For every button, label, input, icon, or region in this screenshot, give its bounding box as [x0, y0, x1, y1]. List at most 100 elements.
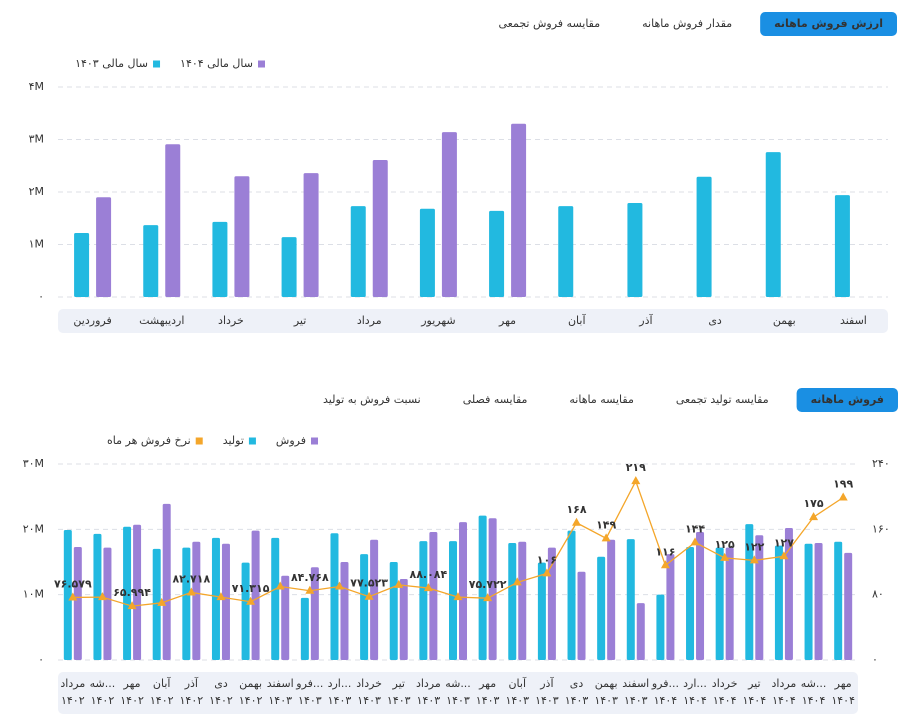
y2-tick-label: ۰: [872, 653, 878, 666]
bar: [508, 543, 517, 660]
tab-label[interactable]: نسبت فروش به تولید: [323, 393, 421, 406]
x-tick-label: ۱۴۰۲: [209, 694, 233, 707]
tab-label[interactable]: مقایسه تولید تجمعی: [676, 393, 769, 406]
line-marker: [660, 560, 670, 569]
bar: [745, 524, 754, 660]
line-marker: [512, 577, 522, 586]
x-tick-label: آبان: [153, 676, 171, 690]
bar: [844, 552, 853, 660]
bar: [303, 173, 319, 297]
tab-label[interactable]: مقدار فروش ماهانه: [642, 17, 732, 30]
bar: [488, 518, 497, 660]
x-tick-label: آبان: [568, 313, 586, 327]
line-marker: [749, 555, 759, 564]
line-marker: [246, 596, 256, 605]
x-tick-label: شه...: [801, 677, 827, 690]
x-tick-label: ۱۴۰۳: [268, 694, 292, 707]
line-marker: [690, 537, 700, 546]
y-tick-label: ۴M: [29, 80, 44, 93]
bar: [686, 546, 695, 660]
data-label: ۱۴۹: [596, 518, 616, 531]
category-strip: [58, 309, 888, 333]
legend-label: سال مالی ۱۴۰۳: [75, 57, 148, 70]
x-tick-label: خرداد: [712, 677, 738, 690]
line-marker: [720, 552, 730, 561]
bar: [626, 539, 635, 660]
bar: [489, 210, 505, 297]
line-marker: [216, 592, 226, 601]
bar: [96, 197, 112, 297]
tab-label[interactable]: مقایسه فصلی: [463, 393, 528, 406]
tab-label[interactable]: مقایسه ماهانه: [569, 393, 634, 406]
bar: [419, 208, 435, 297]
data-label: ۱۶۸: [566, 503, 586, 516]
line-marker: [68, 592, 78, 601]
bar: [696, 531, 705, 660]
x-tick-label: اسفند: [267, 677, 294, 690]
bar: [281, 575, 290, 660]
x-tick-label: مرداد: [60, 677, 85, 690]
line-marker: [334, 581, 344, 590]
tab-label[interactable]: مقایسه فروش تجمعی: [499, 17, 601, 30]
x-tick-label: دی: [708, 314, 722, 327]
bar: [192, 541, 201, 660]
bar: [340, 562, 349, 660]
bar: [211, 537, 220, 660]
x-tick-label: ۱۴۰۴: [772, 694, 796, 707]
bar: [63, 529, 72, 660]
bar: [656, 594, 665, 660]
bar: [784, 528, 793, 660]
line-marker: [423, 583, 433, 592]
line-marker: [542, 568, 552, 577]
x-tick-label: ۱۴۰۴: [802, 694, 826, 707]
bar: [162, 503, 171, 660]
x-tick-label: ۱۴۰۳: [298, 694, 322, 707]
bar: [370, 539, 379, 660]
x-tick-label: ۱۴۰۳: [565, 694, 589, 707]
bar: [73, 546, 82, 660]
data-label: ۷۱.۳۱۵: [232, 582, 270, 595]
tab-label[interactable]: فروش ماهانه: [811, 393, 884, 406]
tab-label[interactable]: ارزش فروش ماهانه: [774, 17, 883, 30]
x-tick-label: خرداد: [218, 314, 244, 327]
line-marker: [394, 579, 404, 588]
bar: [597, 556, 606, 660]
data-label: ۷۵.۷۲۲: [469, 578, 507, 591]
y-tick-label: ۰: [38, 290, 44, 303]
x-tick-label: ۱۴۰۲: [91, 694, 115, 707]
x-tick-label: بهمن: [773, 314, 796, 327]
line-marker: [186, 587, 196, 596]
legend-swatch: [153, 60, 161, 68]
bar: [696, 176, 712, 297]
x-tick-label: آبان: [508, 676, 526, 690]
bar: [478, 515, 487, 660]
x-tick-label: ۱۴۰۳: [505, 694, 529, 707]
x-tick-label: شه...: [90, 677, 116, 690]
bar: [567, 530, 576, 660]
bar: [804, 543, 813, 660]
data-label: ۱۲۲: [744, 540, 764, 553]
bar: [459, 522, 467, 660]
bar: [241, 562, 250, 660]
tab[interactable]: [760, 12, 897, 36]
bar: [419, 541, 428, 660]
x-tick-label: ۱۴۰۲: [61, 694, 85, 707]
bar: [511, 123, 527, 297]
bar: [103, 547, 112, 660]
legend-label: تولید: [223, 434, 244, 447]
data-label: ۸۸.۰۸۴: [409, 568, 447, 581]
x-tick-label: تیر: [747, 677, 760, 690]
legend-label: نرخ فروش هر ماه: [107, 434, 191, 447]
bar: [143, 225, 159, 297]
category-strip: [58, 672, 858, 714]
x-tick-label: آذر: [539, 676, 554, 690]
bar: [765, 152, 781, 297]
data-label: ۱۹۹: [833, 477, 853, 490]
bar: [666, 554, 675, 660]
x-tick-label: فرو...: [295, 677, 323, 690]
x-tick-label: ۱۴۰۳: [446, 694, 470, 707]
tab[interactable]: [796, 388, 898, 412]
bar: [389, 562, 398, 660]
bar: [234, 176, 250, 297]
data-label: ۶۵.۹۹۴: [113, 586, 151, 599]
